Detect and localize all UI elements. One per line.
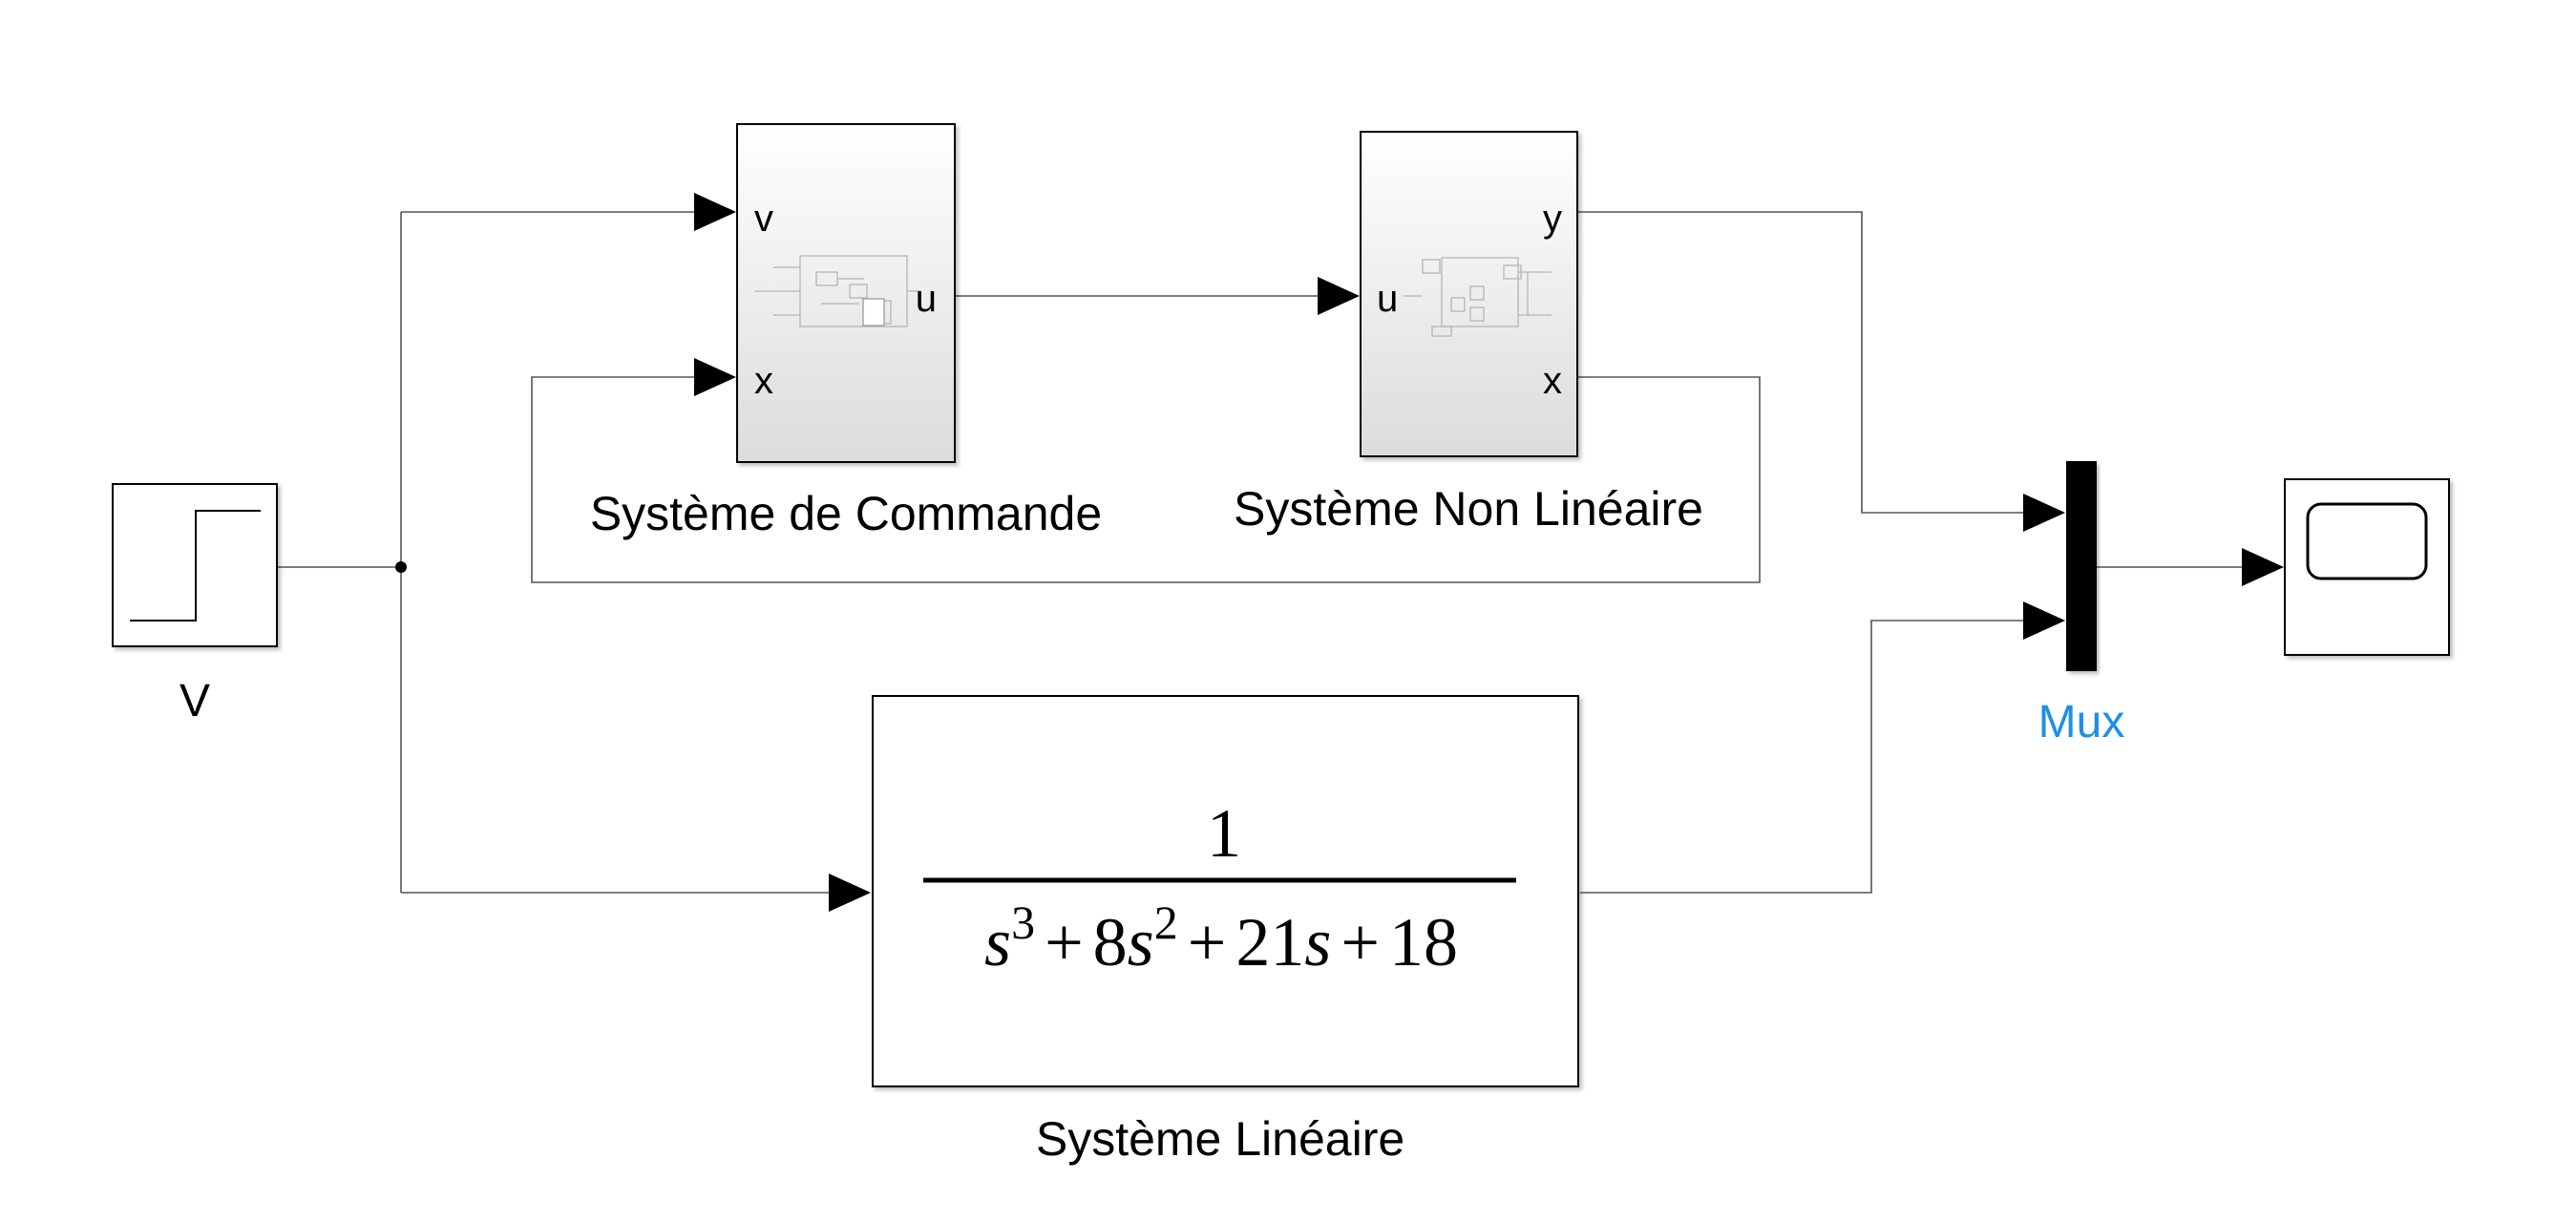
- nonlinear-system-label: Système Non Linéaire: [1234, 482, 1703, 536]
- arrow-x-input: [694, 358, 736, 396]
- subsystem-preview-icon: [1404, 257, 1552, 337]
- tf-den-s1: s: [984, 904, 1011, 980]
- nonlinear-system-frame[interactable]: [1360, 131, 1578, 457]
- tf-numerator: 1: [1207, 795, 1241, 872]
- arrowheads: [694, 193, 2284, 912]
- arrow-scope-input: [2242, 548, 2284, 586]
- signal-lines: [278, 211, 2244, 894]
- arrow-mux-input-1: [2023, 494, 2065, 532]
- step-icon: [130, 510, 261, 622]
- mux-label: Mux: [2038, 697, 2125, 748]
- tf-den-op2: +: [1188, 904, 1227, 980]
- wire-x-feedback[interactable]: [531, 376, 1761, 583]
- wire-y-to-mux[interactable]: [1578, 211, 2024, 514]
- tf-den-op3: +: [1341, 904, 1380, 980]
- tf-den-s2: s: [1128, 904, 1154, 980]
- tf-den-exp1: 3: [1011, 895, 1035, 949]
- port-x-out-label: x: [1543, 360, 1562, 402]
- linear-system-frame[interactable]: [872, 695, 1579, 1087]
- scope-display-icon: [2306, 502, 2428, 580]
- port-y-label: y: [1543, 198, 1562, 240]
- command-system-label: Système de Commande: [590, 487, 1102, 540]
- step-label: V: [179, 676, 210, 727]
- command-system-frame[interactable]: [736, 123, 956, 463]
- wire-linear-to-mux[interactable]: [1580, 620, 2024, 894]
- linear-system-block[interactable]: 1 s3 +8s2 +21s +18 Système Linéaire: [872, 695, 1579, 1166]
- command-system-block[interactable]: v x u Système de Commande: [590, 123, 1102, 540]
- mux-bar[interactable]: [2066, 461, 2097, 671]
- tf-den-s3: s: [1304, 904, 1331, 980]
- port-v-label: v: [754, 198, 773, 240]
- tf-den-exp2: 2: [1154, 895, 1178, 949]
- scope-block[interactable]: [2284, 478, 2450, 656]
- arrow-v-input: [694, 193, 736, 231]
- subsystem-preview-icon: [754, 255, 921, 327]
- arrow-linear-input: [829, 874, 871, 912]
- tf-denominator: s3 +8s2 +21s +18: [984, 895, 1458, 980]
- port-u-out-label: u: [916, 278, 937, 320]
- branch-point: [395, 561, 407, 573]
- tf-den-op1: +: [1045, 904, 1084, 980]
- port-u-in-label: u: [1377, 278, 1398, 320]
- tf-den-coef3: 21: [1235, 904, 1304, 980]
- nonlinear-system-block[interactable]: u y x Système Non Linéaire: [1234, 131, 1703, 536]
- step-block[interactable]: V: [112, 483, 278, 727]
- arrow-u-input: [1318, 277, 1360, 315]
- arrow-mux-input-2: [2023, 601, 2065, 640]
- tf-den-const: 18: [1389, 904, 1458, 980]
- port-x-label: x: [754, 360, 773, 402]
- linear-system-label: Système Linéaire: [1036, 1112, 1404, 1166]
- tf-den-coef2: 8: [1093, 904, 1128, 980]
- mux-block[interactable]: Mux: [2038, 461, 2125, 748]
